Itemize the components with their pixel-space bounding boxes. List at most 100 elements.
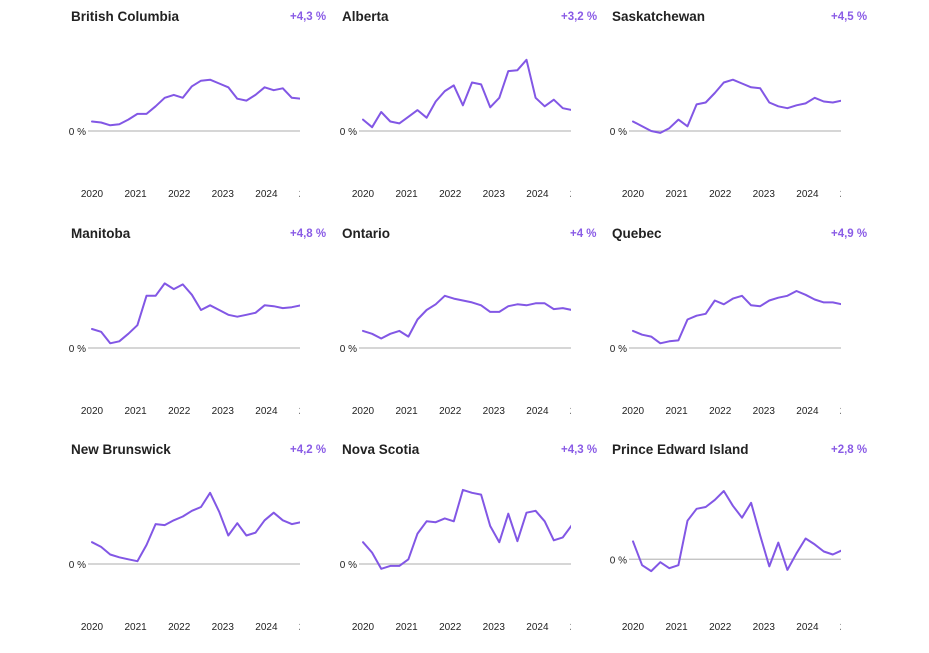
chart-panel-ontario: Ontario +4 % 0 % 2020 2021 2022 2023 2024 2025 bbox=[271, 217, 597, 434]
chart-title: Ontario bbox=[342, 226, 391, 241]
x-tick-label: 2025 bbox=[840, 406, 841, 417]
x-tick-label: 2023 bbox=[483, 406, 506, 417]
zero-axis-label: 0 % bbox=[340, 344, 357, 355]
x-tick-label: 2021 bbox=[395, 406, 418, 417]
x-tick-label: 2020 bbox=[622, 189, 645, 200]
x-tick-label: 2022 bbox=[439, 622, 462, 633]
x-tick-label: 2021 bbox=[124, 622, 147, 633]
x-tick-label: 2023 bbox=[753, 622, 776, 633]
series-line bbox=[91, 491, 300, 563]
chart-panel-british-columbia: British Columbia +4,3 % 0 % 2020 2021 2022 202… bbox=[0, 0, 326, 217]
x-tick-label: 2024 bbox=[526, 622, 549, 633]
chart-panel-nova-scotia: Nova Scotia +4,3 % 0 % 2020 2021 2022 2023 2024… bbox=[271, 433, 597, 650]
x-tick-label: 2020 bbox=[81, 406, 104, 417]
chart-panel-saskatchewan: Saskatchewan +4,5 % 0 % 2020 2021 2022 2023 202… bbox=[541, 0, 867, 217]
x-tick-label: 2022 bbox=[709, 622, 732, 633]
x-tick-label: 2022 bbox=[168, 406, 191, 417]
line-chart: 0 % 2020 2021 2022 2023 2024 2025 bbox=[69, 282, 300, 417]
line-chart: 0 % 2020 2021 2022 2023 2024 2025 bbox=[610, 490, 841, 633]
x-tick-label: 2020 bbox=[622, 622, 645, 633]
x-tick-label: 2024 bbox=[796, 189, 819, 200]
change-label: +4,8 % bbox=[290, 228, 327, 240]
x-tick-label: 2025 bbox=[570, 622, 571, 633]
x-tick-label: 2021 bbox=[665, 622, 688, 633]
chart-title: Quebec bbox=[612, 226, 662, 241]
x-tick-label: 2022 bbox=[709, 189, 732, 200]
x-tick-label: 2020 bbox=[81, 189, 104, 200]
x-tick-label: 2025 bbox=[840, 189, 841, 200]
x-tick-label: 2024 bbox=[796, 406, 819, 417]
x-tick-label: 2021 bbox=[395, 622, 418, 633]
chart-title: Manitoba bbox=[71, 226, 131, 241]
x-tick-label: 2021 bbox=[665, 406, 688, 417]
change-label: +4,2 % bbox=[290, 444, 327, 456]
x-tick-label: 2020 bbox=[622, 406, 645, 417]
x-tick-label: 2025 bbox=[299, 189, 300, 200]
x-tick-label: 2020 bbox=[352, 406, 375, 417]
chart-title: Nova Scotia bbox=[342, 442, 420, 457]
line-chart: 0 % 2020 2021 2022 2023 2024 2025 bbox=[69, 78, 300, 200]
chart-panel-quebec: Quebec +4,9 % 0 % 2020 2021 2022 2023 2024 2025 bbox=[541, 217, 867, 434]
change-label: +4,3 % bbox=[290, 11, 327, 23]
change-label: +4,5 % bbox=[831, 11, 868, 23]
zero-axis-label: 0 % bbox=[69, 344, 86, 355]
series-line bbox=[91, 282, 300, 345]
x-tick-label: 2025 bbox=[570, 189, 571, 200]
chart-title: Prince Edward Island bbox=[612, 442, 749, 457]
x-tick-label: 2023 bbox=[753, 406, 776, 417]
chart-title: British Columbia bbox=[71, 9, 180, 24]
x-tick-label: 2022 bbox=[709, 406, 732, 417]
zero-axis-label: 0 % bbox=[340, 560, 357, 571]
line-chart: 0 % 2020 2021 2022 2023 2024 2025 bbox=[340, 294, 571, 417]
series-line bbox=[362, 58, 571, 129]
series-line bbox=[632, 490, 841, 573]
x-tick-label: 2021 bbox=[665, 189, 688, 200]
zero-axis-label: 0 % bbox=[610, 127, 627, 138]
x-tick-label: 2024 bbox=[255, 622, 278, 633]
line-chart: 0 % 2020 2021 2022 2023 2024 2025 bbox=[610, 78, 841, 200]
x-tick-label: 2020 bbox=[352, 189, 375, 200]
x-tick-label: 2022 bbox=[168, 622, 191, 633]
series-line bbox=[91, 78, 300, 127]
x-tick-label: 2025 bbox=[299, 622, 300, 633]
x-tick-label: 2024 bbox=[255, 189, 278, 200]
x-tick-label: 2021 bbox=[395, 189, 418, 200]
x-tick-label: 2025 bbox=[570, 406, 571, 417]
x-tick-label: 2020 bbox=[352, 622, 375, 633]
x-tick-label: 2022 bbox=[439, 189, 462, 200]
x-tick-label: 2024 bbox=[526, 189, 549, 200]
x-tick-label: 2020 bbox=[81, 622, 104, 633]
series-line bbox=[362, 488, 571, 570]
x-tick-label: 2022 bbox=[168, 189, 191, 200]
x-tick-label: 2021 bbox=[124, 406, 147, 417]
line-chart: 0 % 2020 2021 2022 2023 2024 2025 bbox=[610, 290, 841, 417]
line-chart: 0 % 2020 2021 2022 2023 2024 2025 bbox=[340, 488, 571, 633]
chart-panel-prince-edward-island: Prince Edward Island +2,8 % 0 % 2020 2021 202… bbox=[541, 433, 867, 650]
zero-axis-label: 0 % bbox=[340, 127, 357, 138]
change-label: +4,9 % bbox=[831, 228, 868, 240]
x-tick-label: 2023 bbox=[483, 189, 506, 200]
x-tick-label: 2024 bbox=[796, 622, 819, 633]
chart-title: New Brunswick bbox=[71, 442, 171, 457]
x-tick-label: 2024 bbox=[255, 406, 278, 417]
zero-axis-label: 0 % bbox=[610, 555, 627, 566]
zero-axis-label: 0 % bbox=[69, 560, 86, 571]
x-tick-label: 2022 bbox=[439, 406, 462, 417]
x-tick-label: 2025 bbox=[840, 622, 841, 633]
change-label: +3,2 % bbox=[561, 11, 598, 23]
series-line bbox=[632, 78, 841, 134]
change-label: +4,3 % bbox=[561, 444, 598, 456]
x-tick-label: 2021 bbox=[124, 189, 147, 200]
chart-panel-new-brunswick: New Brunswick +4,2 % 0 % 2020 2021 2022 2023 20… bbox=[0, 433, 326, 650]
chart-panel-manitoba: Manitoba +4,8 % 0 % 2020 2021 2022 2023 2024 202… bbox=[0, 217, 326, 434]
zero-axis-label: 0 % bbox=[69, 127, 86, 138]
x-tick-label: 2023 bbox=[212, 189, 235, 200]
x-tick-label: 2023 bbox=[483, 622, 506, 633]
x-tick-label: 2025 bbox=[299, 406, 300, 417]
x-tick-label: 2024 bbox=[526, 406, 549, 417]
chart-panel-alberta: Alberta +3,2 % 0 % 2020 2021 2022 2023 2024 2025 bbox=[271, 0, 597, 217]
series-line bbox=[362, 294, 571, 340]
change-label: +4 % bbox=[570, 228, 597, 240]
change-label: +2,8 % bbox=[831, 444, 868, 456]
